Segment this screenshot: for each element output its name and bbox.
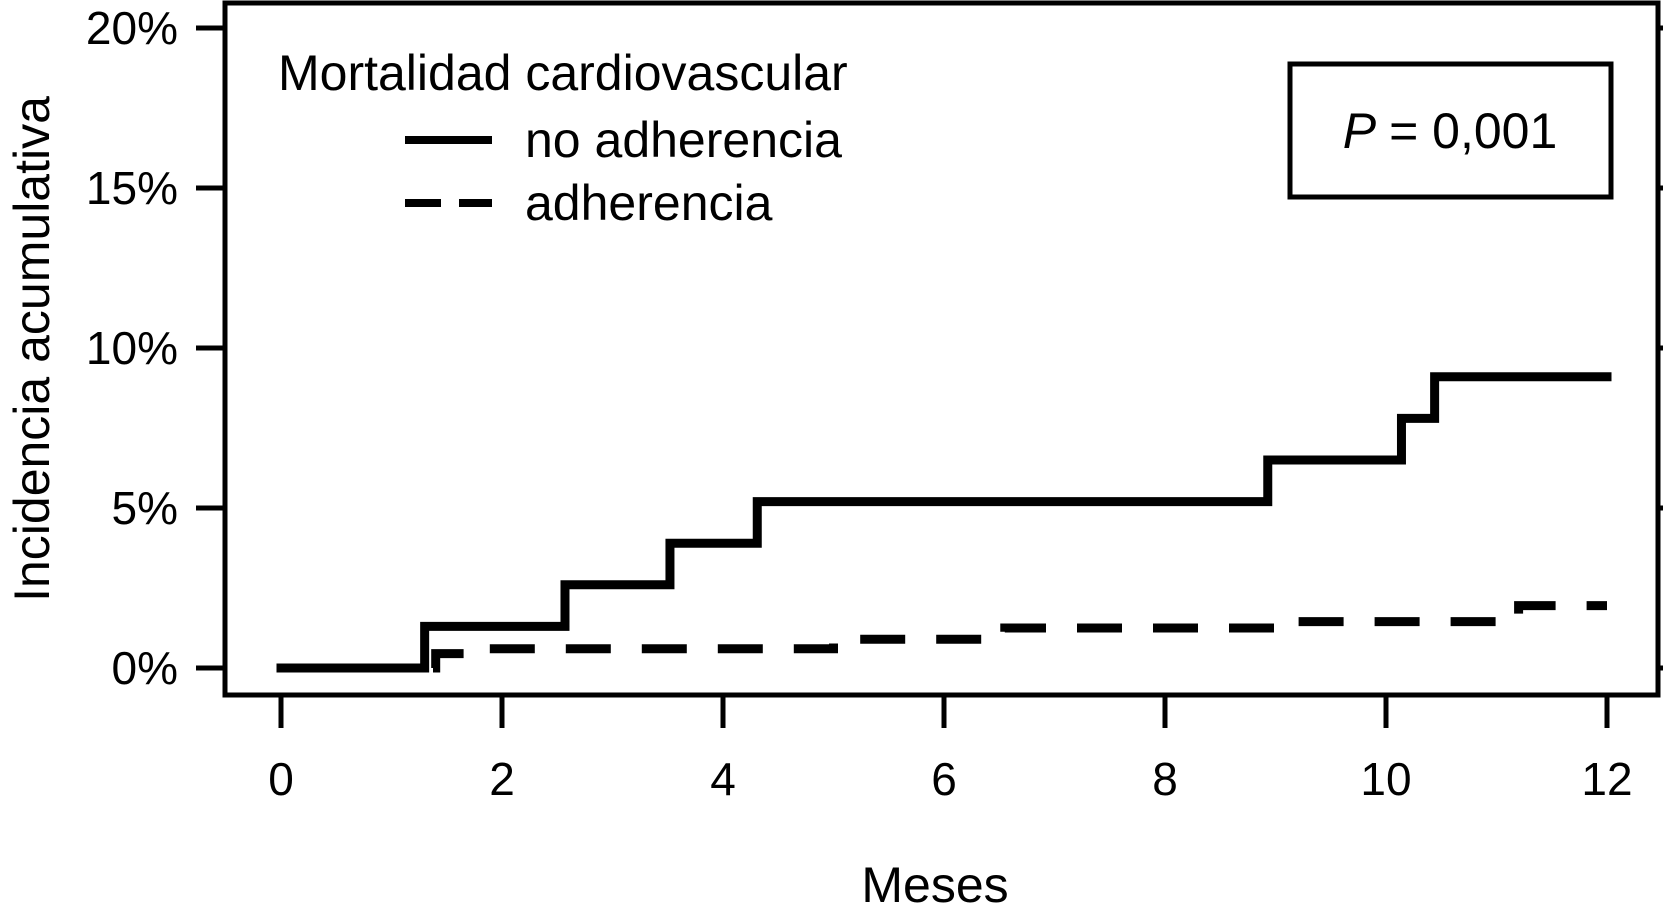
series-curves	[276, 372, 1612, 673]
series-line-no-adherencia	[276, 372, 1612, 673]
x-tick-label: 2	[489, 753, 515, 805]
p-value-box: P = 0,001	[1287, 61, 1614, 200]
x-tick-label: 4	[710, 753, 736, 805]
y-tick-label: 5%	[112, 482, 178, 534]
series-line-adherencia	[281, 601, 1607, 673]
y-axis-title: Incidencia acumulativa	[4, 96, 60, 602]
x-tick-label: 12	[1581, 753, 1632, 805]
x-tick-label: 0	[268, 753, 294, 805]
p-value-box-border	[1287, 61, 1614, 200]
x-tick-label: 10	[1360, 753, 1411, 805]
legend-label-adherencia: adherencia	[525, 175, 773, 231]
x-axis-title: Meses	[861, 857, 1008, 913]
p-value-text: P = 0,001	[1343, 103, 1558, 159]
legend-title: Mortalidad cardiovascular	[278, 45, 848, 101]
p-value: = 0,001	[1389, 103, 1557, 159]
y-tick-label: 15%	[86, 162, 178, 214]
x-axis-ticks: 0 2 4 6 8 10 12	[268, 695, 1633, 805]
y-axis-ticks: 0% 5% 10% 15% 20%	[86, 2, 225, 694]
x-tick-label: 8	[1152, 753, 1178, 805]
y-tick-label: 10%	[86, 322, 178, 374]
y-tick-label: 0%	[112, 642, 178, 694]
y-tick-label: 20%	[86, 2, 178, 54]
p-symbol: P	[1343, 103, 1377, 159]
right-axis-ticks	[1658, 25, 1663, 671]
x-tick-label: 6	[931, 753, 957, 805]
legend-label-no-adherencia: no adherencia	[525, 112, 842, 168]
legend: Mortalidad cardiovascular no adherencia …	[278, 45, 848, 231]
